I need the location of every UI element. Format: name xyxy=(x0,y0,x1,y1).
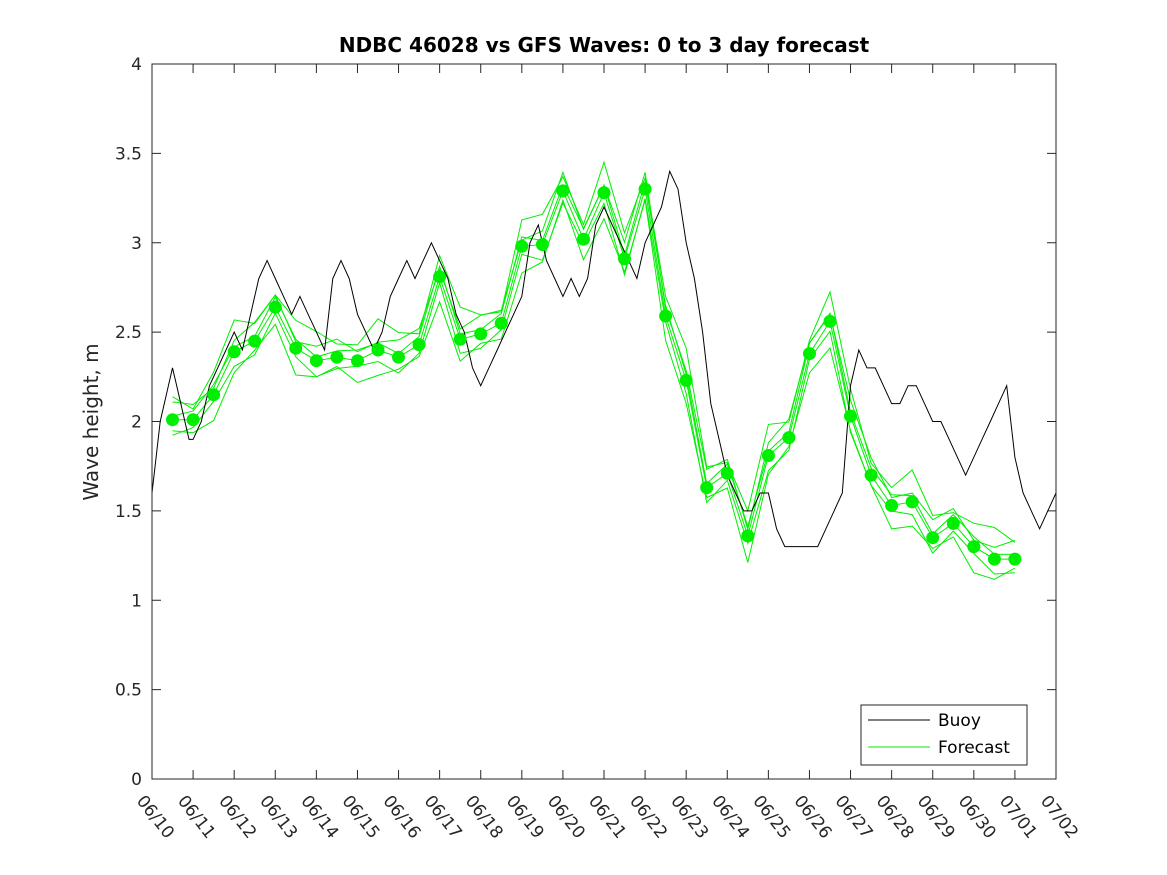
y-tick-label: 1.5 xyxy=(115,502,142,522)
forecast-point xyxy=(248,334,262,348)
legend-buoy-label: Buoy xyxy=(938,711,981,731)
forecast-point xyxy=(885,499,899,512)
forecast-point xyxy=(412,338,426,352)
forecast-point xyxy=(618,252,631,266)
forecast-point xyxy=(844,409,857,423)
forecast-point xyxy=(474,327,488,341)
forecast-point xyxy=(823,314,837,328)
y-axis-label: Wave height, m xyxy=(79,343,103,500)
y-tick-label: 4 xyxy=(131,55,142,75)
legend-forecast-label: Forecast xyxy=(938,738,1010,758)
forecast-point xyxy=(515,239,529,253)
forecast-point xyxy=(392,350,405,364)
forecast-point xyxy=(556,184,570,198)
forecast-point xyxy=(803,347,816,361)
forecast-point xyxy=(309,354,323,368)
forecast-point xyxy=(577,232,590,246)
forecast-point xyxy=(741,529,755,543)
forecast-member-line xyxy=(172,160,1016,543)
forecast-point xyxy=(207,388,221,402)
forecast-point xyxy=(782,431,796,445)
forecast-point xyxy=(227,345,241,359)
forecast-point xyxy=(638,182,652,196)
y-tick-label: 2.5 xyxy=(115,323,142,343)
y-tick-label: 2 xyxy=(131,413,142,433)
forecast-point xyxy=(186,413,200,427)
forecast-point xyxy=(987,552,1001,566)
forecast-point xyxy=(761,449,775,462)
y-tick-label: 0 xyxy=(131,770,142,790)
y-tick-label: 3.5 xyxy=(115,144,142,164)
forecast-point xyxy=(453,332,467,346)
forecast-point xyxy=(1008,552,1022,566)
forecast-point xyxy=(535,238,549,251)
forecast-point xyxy=(371,343,385,357)
forecast-point xyxy=(433,270,447,284)
forecast-point xyxy=(166,413,179,427)
forecast-point xyxy=(700,481,714,495)
forecast-point xyxy=(926,531,940,545)
legend: Buoy Forecast xyxy=(860,704,1028,766)
plot-area xyxy=(151,160,1057,580)
y-tick-label: 1 xyxy=(131,591,142,611)
forecast-point xyxy=(967,540,981,554)
chart-title: NDBC 46028 vs GFS Waves: 0 to 3 day fore… xyxy=(339,33,870,57)
forecast-point xyxy=(905,495,919,509)
buoy-line xyxy=(151,169,1057,548)
forecast-point xyxy=(679,373,693,387)
forecast-member-line xyxy=(172,198,1015,575)
legend-box xyxy=(860,704,1028,766)
forecast-point xyxy=(864,468,878,482)
forecast-point xyxy=(268,300,282,314)
forecast-point xyxy=(289,341,303,355)
forecast-point xyxy=(494,316,508,330)
forecast-point xyxy=(597,186,611,200)
y-tick-label: 0.5 xyxy=(115,681,142,701)
y-tick-label: 3 xyxy=(131,234,142,254)
forecast-point xyxy=(659,309,673,323)
forecast-point xyxy=(330,350,344,364)
forecast-point xyxy=(351,354,364,368)
forecast-point xyxy=(720,466,734,480)
forecast-point xyxy=(946,516,960,530)
